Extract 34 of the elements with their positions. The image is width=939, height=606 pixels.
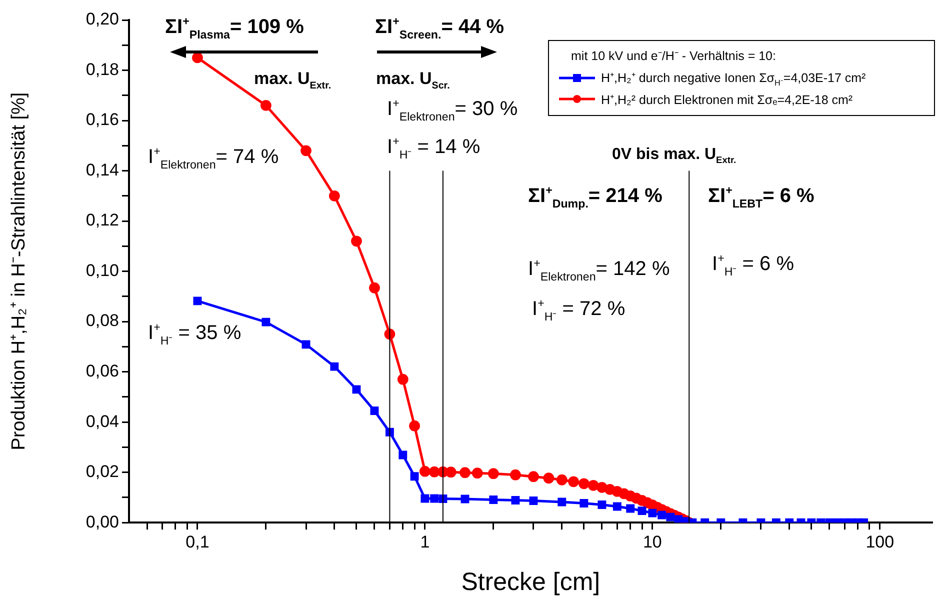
x-tick-label: 10 [642, 532, 662, 552]
annotation: I$^{+}$$_{Elektronen}$= 142 % [528, 257, 670, 284]
annotation: 0V bis max. U$_{Extr.}$ [612, 146, 736, 166]
y-tick-label: 0,20 [86, 10, 119, 29]
x-tick-label: 100 [866, 532, 894, 552]
y-tick-label: 0,00 [86, 512, 119, 532]
y-tick-label: 0,14 [86, 160, 119, 180]
y-tick-label: 0,16 [86, 110, 119, 130]
x-axis-title: Strecke [cm] [461, 568, 600, 596]
x-tick-label: 1 [420, 532, 430, 552]
x-tick-label: 0,1 [186, 532, 210, 552]
annotation: max. U$_{Extr.}$ [254, 69, 332, 92]
legend-label: H⁺,H₂² durch Elektronen mit Σσₑ=4,2E-18 cm² [601, 92, 853, 108]
y-tick-label: 0,18 [86, 60, 119, 79]
annotation: ΣI$^{+}$$_{Plasma}$= 109 % [165, 15, 304, 42]
legend-label: H⁺,H₂⁺ durch negative Ionen Σσ$_{H⁻}$=4,03E-17 cm² [601, 70, 866, 88]
y-tick-label: 0,12 [86, 210, 119, 230]
y-tick-label: 0,02 [86, 462, 119, 482]
legend-title: mit 10 kV und e⁻/H⁻ - Verhältnis = 10: [571, 48, 777, 64]
annotation: I$^{+}$$_{Elektronen}$= 74 % [148, 145, 279, 172]
y-tick-label: 0,04 [86, 412, 119, 431]
annotation: ΣI$^{+}$$_{Dump.}$= 214 % [528, 184, 662, 210]
annotation: ΣI$^{+}$$_{Screen.}$= 44 % [375, 15, 504, 42]
annotation: I$^{+}$$_{Elektronen}$= 30 % [387, 97, 518, 124]
annotation: I$^{+}$$_{H⁻}$ = 72 % [532, 297, 626, 324]
y-axis-title: Produktion H⁺,H₂⁺ in H⁻-Strahlintensität [%] [8, 92, 30, 450]
y-tick-label: 0,06 [86, 362, 119, 381]
annotation: max. U$_{Scr.}$ [376, 69, 450, 92]
annotation: ΣI$^{+}$$_{LEBT}$= 6 % [708, 184, 814, 210]
annotation: I$^{+}$$_{H⁻}$ = 14 % [387, 135, 480, 162]
annotation: I$^{+}$$_{H⁻}$ = 35 % [148, 321, 242, 348]
y-tick-label: 0,08 [86, 311, 119, 330]
annotation: I$^{+}$$_{H⁻}$ = 6 % [712, 252, 794, 278]
y-tick-label: 0,10 [86, 260, 119, 280]
